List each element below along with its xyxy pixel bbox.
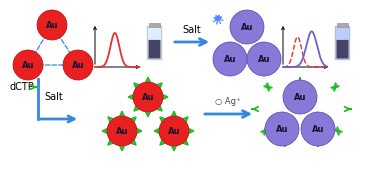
Text: Au: Au [142, 92, 154, 101]
Text: dCTP: dCTP [10, 82, 35, 92]
Circle shape [230, 10, 264, 44]
Circle shape [283, 80, 317, 114]
Text: Salt: Salt [44, 92, 63, 102]
Circle shape [213, 42, 247, 76]
Circle shape [247, 42, 281, 76]
Circle shape [159, 116, 189, 146]
FancyBboxPatch shape [335, 26, 350, 60]
Text: Au: Au [276, 125, 288, 133]
FancyBboxPatch shape [147, 26, 162, 60]
Circle shape [265, 112, 299, 146]
FancyBboxPatch shape [148, 40, 161, 59]
Circle shape [13, 50, 43, 80]
Text: Au: Au [168, 126, 180, 136]
Text: Au: Au [312, 125, 324, 133]
Circle shape [133, 82, 163, 112]
Text: Au: Au [224, 54, 236, 64]
Text: Salt: Salt [183, 25, 201, 35]
Bar [337, 23, 348, 27]
Text: Au: Au [116, 126, 128, 136]
FancyBboxPatch shape [336, 40, 349, 59]
Bar [149, 23, 160, 27]
Circle shape [63, 50, 93, 80]
Text: Au: Au [294, 92, 306, 101]
Circle shape [301, 112, 335, 146]
Circle shape [107, 116, 137, 146]
Text: ○ Ag⁺: ○ Ag⁺ [215, 97, 241, 106]
Text: Au: Au [258, 54, 270, 64]
Text: Au: Au [72, 60, 84, 70]
Text: Au: Au [241, 22, 253, 32]
Text: Au: Au [46, 20, 58, 29]
Circle shape [37, 10, 67, 40]
Text: Au: Au [22, 60, 34, 70]
